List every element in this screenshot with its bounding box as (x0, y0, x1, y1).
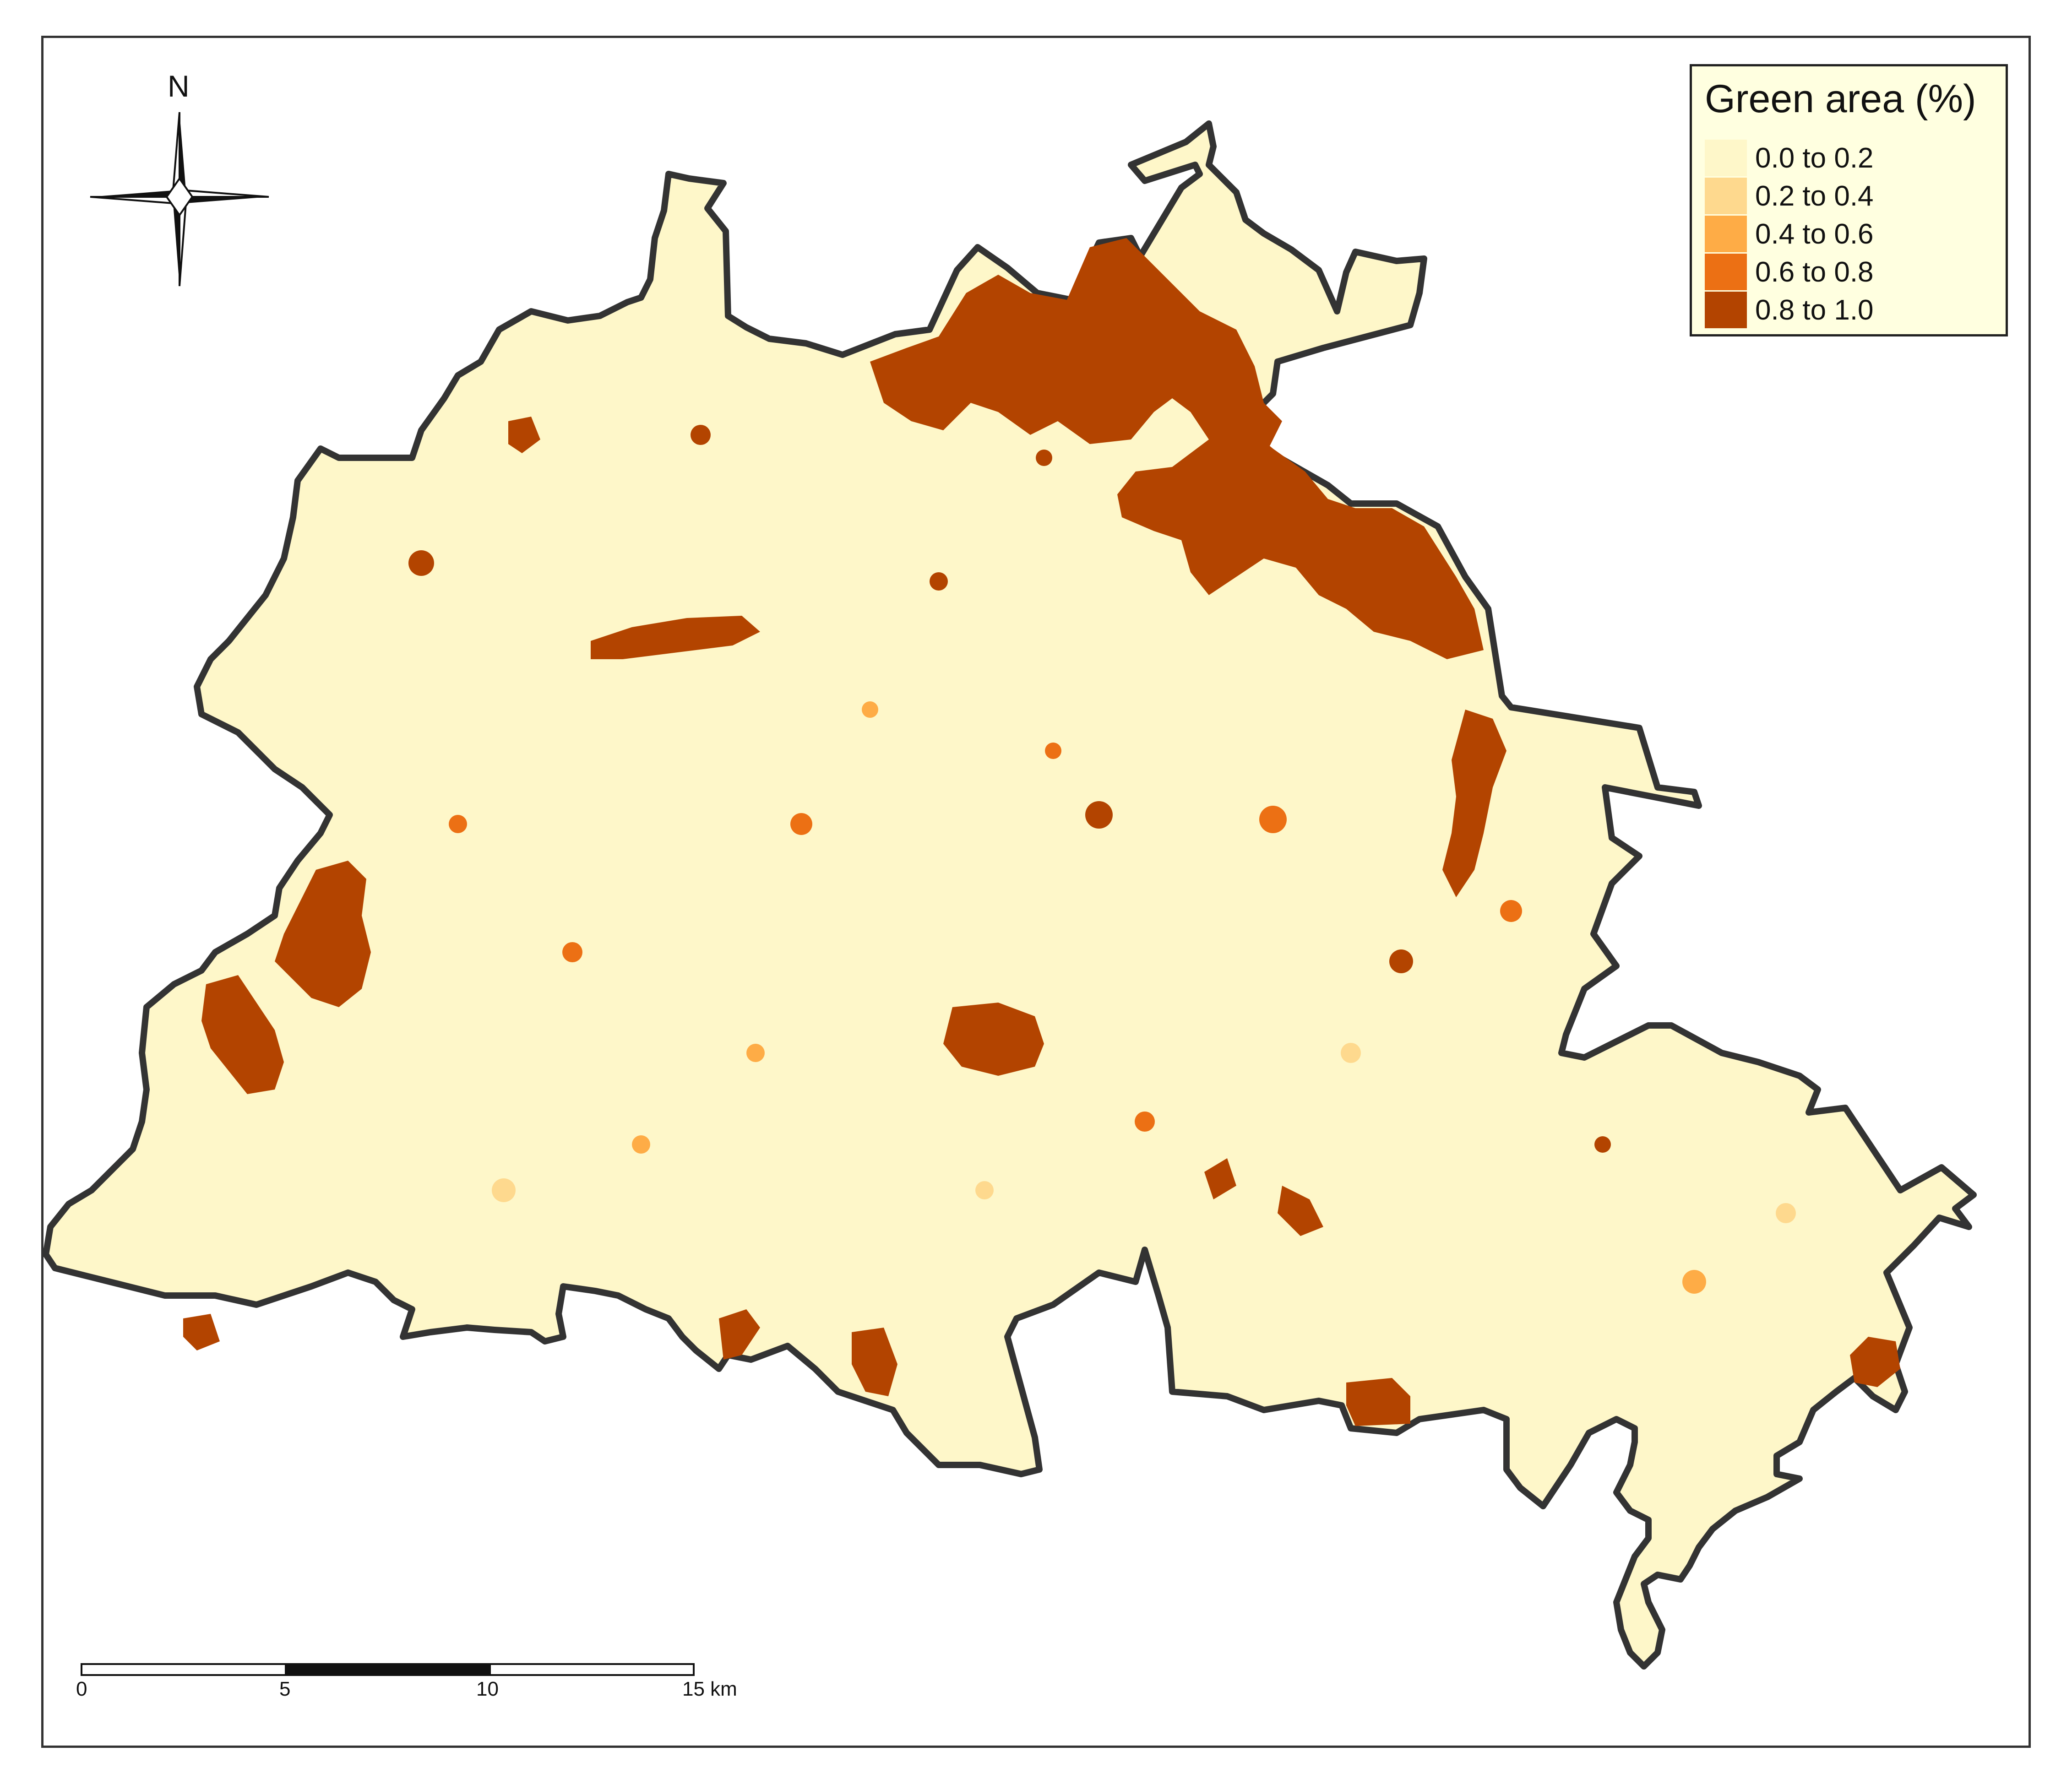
southeast-patch (1850, 1337, 1900, 1387)
scale-tick-15-km: 15 km (682, 1678, 737, 1700)
legend-label: 0.6 to 0.8 (1755, 256, 1874, 288)
legend-item: 0.8 to 1.0 (1705, 292, 1874, 328)
scattered-green-patches (408, 425, 1796, 1294)
scale-tick-0: 0 (76, 1678, 87, 1700)
west-forest-patch-2 (201, 975, 284, 1094)
neukoelln-patch (1278, 1186, 1323, 1236)
scale-bar (81, 1663, 695, 1676)
high-green-patches (183, 238, 1900, 1426)
legend-title: Green area (%) (1705, 77, 1976, 121)
east-strip-patch (1442, 710, 1506, 897)
legend-item: 0.6 to 0.8 (1705, 254, 1874, 290)
west-forest-patch-1 (275, 861, 371, 1007)
legend-swatch (1705, 178, 1747, 214)
berlin-boundary (43, 120, 1977, 1670)
northeast-forest-patch (870, 238, 1282, 462)
legend-label: 0.4 to 0.6 (1755, 218, 1874, 250)
scale-tick-5: 5 (279, 1678, 291, 1700)
tempelhof-patch (943, 1003, 1044, 1076)
south-patch-2 (852, 1328, 897, 1396)
legend-item: 0.0 to 0.2 (1705, 140, 1874, 176)
south-patch-3 (1346, 1378, 1410, 1426)
legend-label: 0.0 to 0.2 (1755, 142, 1874, 174)
legend-swatch (1705, 140, 1747, 176)
north-label: N (168, 69, 190, 103)
south-patch-1 (719, 1309, 760, 1360)
legend-swatch (1705, 254, 1747, 290)
legend-swatch (1705, 216, 1747, 252)
east-forest-patch (1117, 426, 1484, 659)
south-central-patch (1204, 1158, 1236, 1199)
tegel-patch (591, 616, 760, 659)
northwest-patch (508, 417, 540, 453)
legend-item: 0.4 to 0.6 (1705, 216, 1874, 252)
legend-swatch (1705, 292, 1747, 328)
legend-item: 0.2 to 0.4 (1705, 178, 1874, 214)
legend-label: 0.8 to 1.0 (1755, 294, 1874, 326)
southwest-patch (183, 1314, 220, 1350)
compass-rose-icon (90, 112, 269, 287)
map-legend: Green area (%) 0.0 to 0.2 0.2 to 0.4 0.4… (1690, 64, 2008, 336)
scale-tick-10: 10 (476, 1678, 499, 1700)
legend-label: 0.2 to 0.4 (1755, 180, 1874, 212)
